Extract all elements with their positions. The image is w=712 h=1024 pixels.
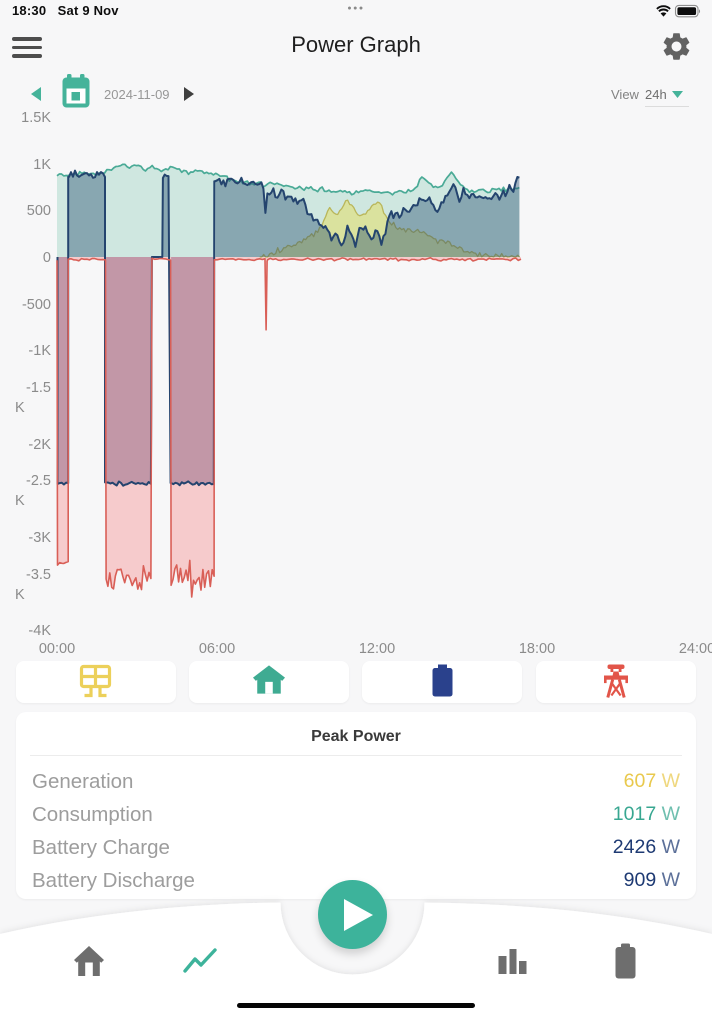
svg-text:00:00: 00:00 <box>39 641 75 657</box>
svg-text:12:00: 12:00 <box>359 641 395 657</box>
svg-text:500: 500 <box>27 203 51 219</box>
svg-text:-4K: -4K <box>28 623 51 639</box>
svg-text:-1K: -1K <box>28 343 51 359</box>
svg-text:K: K <box>15 400 25 416</box>
svg-text:-3K: -3K <box>28 530 51 546</box>
svg-text:18:00: 18:00 <box>519 641 555 657</box>
svg-text:-2K: -2K <box>28 437 51 453</box>
svg-text:0: 0 <box>43 250 51 266</box>
svg-text:-3.5: -3.5 <box>26 567 51 583</box>
svg-text:1K: 1K <box>33 157 51 173</box>
svg-text:-2.5: -2.5 <box>26 473 51 489</box>
svg-text:-500: -500 <box>22 297 51 313</box>
svg-text:K: K <box>15 587 25 603</box>
svg-text:24:00: 24:00 <box>679 641 712 657</box>
svg-text:1.5K: 1.5K <box>21 110 51 126</box>
svg-text:06:00: 06:00 <box>199 641 235 657</box>
svg-text:-1.5: -1.5 <box>26 380 51 396</box>
svg-text:K: K <box>15 493 25 509</box>
